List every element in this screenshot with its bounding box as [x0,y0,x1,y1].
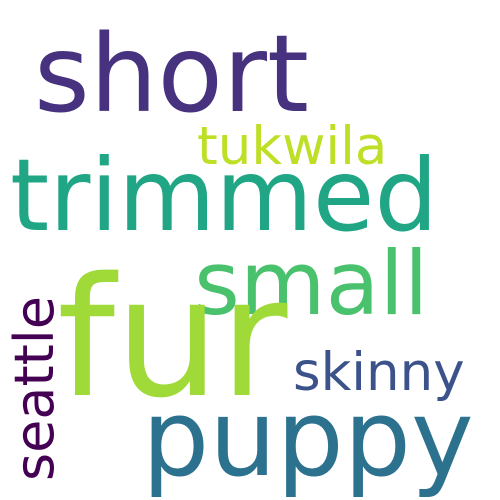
word-fur: fur [57,242,288,434]
word-trimmed: trimmed [10,137,438,254]
word-seattle: seattle [3,295,66,481]
word-small: small [194,232,429,335]
word-tukwila: tukwila [197,116,388,177]
word-puppy: puppy [142,377,474,500]
word-skinny: skinny [293,342,465,403]
word-short: short [34,13,309,137]
